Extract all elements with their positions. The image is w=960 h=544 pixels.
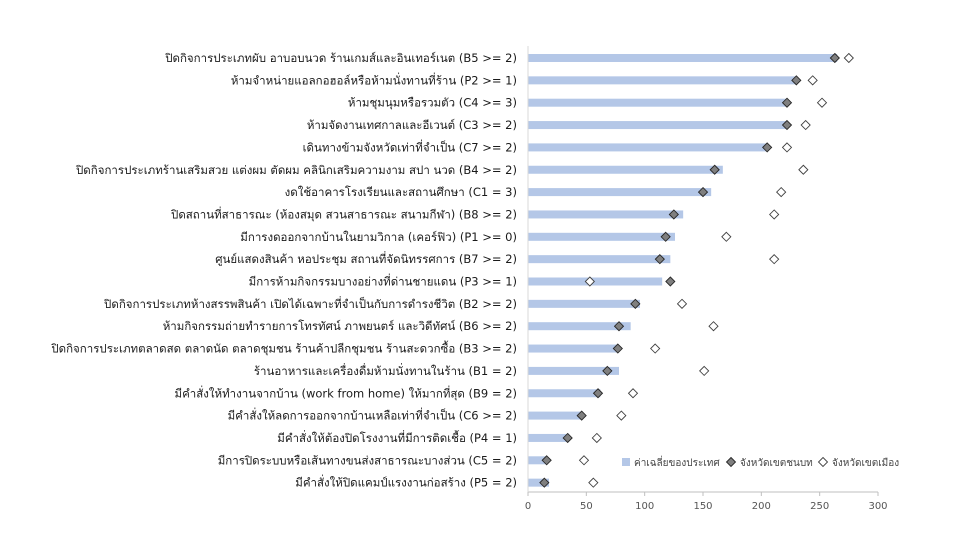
marker-urban [578, 455, 590, 466]
marker-urban [800, 119, 811, 131]
bar-national-average [528, 277, 663, 286]
category-label: มีคำสั่งให้ลดการออกจากบ้านเหลือเท่าที่จำ… [228, 408, 517, 423]
category-label: มีคำสั่งให้ทำงานจากบ้าน (work from home)… [175, 385, 517, 400]
marker-urban [708, 321, 719, 332]
marker-rural [630, 298, 641, 309]
marker-urban [721, 231, 732, 242]
category-label: งดใช้อาคารโรงเรียนและสถานศึกษา (C1 = 3) [285, 185, 517, 199]
bar-national-average [528, 232, 675, 241]
marker-rural [576, 410, 587, 421]
marker-urban [843, 52, 854, 64]
marker-rural [613, 321, 625, 332]
marker-urban [816, 97, 828, 108]
bar-national-average [528, 389, 601, 398]
bar-national-average [528, 411, 583, 420]
category-label: ห้ามจัดงานเทศกาลและอีเวนต์ (C3 >= 2) [307, 118, 517, 132]
marker-urban [807, 75, 818, 86]
marker-urban [588, 477, 599, 488]
bar-national-average [528, 143, 768, 152]
category-label: ปิดกิจการประเภทตลาดสด ตลาดนัด ตลาดชุมชน … [51, 341, 517, 356]
category-label: ร้านอาหารและเครื่องดื่มห้ามนั่งทานในร้าน… [254, 363, 517, 378]
category-label: มีคำสั่งให้ปิดแคมป์แรงงานก่อสร้าง (P5 = … [295, 475, 517, 490]
marker-rural [781, 119, 793, 131]
marker-urban [676, 298, 688, 309]
marker-urban [781, 142, 793, 153]
marker-urban [616, 410, 627, 421]
bar-national-average [528, 366, 619, 375]
bar-national-average [528, 478, 549, 487]
legend-swatch-urban [817, 456, 829, 468]
category-label: เดินทางข้ามจังหวัดเท่าที่จำเป็น (C7 >= 2… [303, 139, 517, 154]
marker-urban [769, 254, 780, 265]
marker-urban [798, 164, 809, 175]
bar-national-average [528, 121, 787, 130]
marker-rural [539, 477, 550, 488]
category-label: มีคำสั่งให้ต้องปิดโรงงานที่มีการติดเชื้อ… [277, 430, 517, 445]
category-label: มีการห้ามกิจกรรมบางอย่างที่ด่านชายแดน (P… [249, 274, 517, 289]
marker-rural [592, 388, 604, 399]
bar-national-average [528, 98, 787, 107]
bar-national-average [528, 255, 671, 264]
marker-urban [699, 365, 710, 377]
marker-rural [781, 97, 793, 108]
marker-rural [665, 276, 676, 287]
legend-swatch-rural [725, 456, 737, 468]
marker-rural [829, 52, 840, 64]
marker-rural [762, 142, 773, 153]
x-tick-label: 100 [635, 501, 654, 512]
marker-urban [650, 343, 661, 354]
bar-national-average [528, 210, 684, 219]
marker-rural [668, 209, 679, 220]
bar-national-average [528, 188, 712, 197]
category-label: ศูนย์แสดงสินค้า หอประชุม สถานที่จัดนิทรร… [215, 251, 517, 266]
x-tick-label: 200 [752, 501, 771, 512]
legend-label-national-average: ค่าเฉลี่ยของประเทศ [634, 455, 720, 469]
marker-rural [612, 343, 623, 354]
marker-rural [697, 186, 709, 198]
category-label: มีการปิดระบบหรือเส้นทางขนส่งสาธารณะบางส่… [218, 453, 517, 467]
x-tick-label: 300 [868, 501, 887, 512]
legend-label-rural: จังหวัดเขตชนบท [740, 458, 813, 469]
category-label: ปิดสถานที่สาธารณะ (ห้องสมุด สวนสาธารณะ ส… [170, 206, 517, 221]
bar-national-average [528, 456, 547, 465]
bar-national-average [528, 322, 631, 331]
category-label: ห้ามจำหน่ายแอลกอฮอล์หรือห้ามนั่งทานที่ร้… [231, 72, 517, 87]
category-label: ปิดกิจการประเภทผับ อาบอบนวด ร้านเกมส์และ… [164, 51, 517, 65]
legend-label-urban: จังหวัดเขตเมือง [832, 457, 899, 469]
marker-urban [584, 276, 595, 287]
marker-rural [541, 455, 552, 466]
marker-rural [791, 75, 802, 86]
marker-rural [562, 432, 573, 444]
marker-urban [627, 388, 639, 399]
category-label: ห้ามกิจกรรมถ่ายทำรายการโทรทัศน์ ภาพยนตร์… [163, 319, 517, 333]
category-label: ปิดกิจการประเภทห้างสรรพสินค้า เปิดได้เฉพ… [103, 296, 517, 311]
bar-national-average [528, 344, 619, 353]
marker-urban [769, 209, 780, 220]
bar-national-average [528, 165, 723, 174]
bar-national-average [528, 54, 838, 62]
x-tick-label: 250 [810, 501, 829, 512]
category-label: มีการงดออกจากบ้านในยามวิกาล (เคอร์ฟิว) (… [240, 230, 517, 244]
x-tick-label: 50 [580, 501, 593, 512]
marker-rural [660, 231, 671, 242]
category-label: ห้ามชุมนุมหรือรวมตัว (C4 >= 3) [348, 96, 517, 110]
legend-swatch-national-average [622, 458, 630, 466]
bar-national-average [528, 299, 640, 308]
x-tick-label: 0 [525, 501, 531, 512]
marker-rural [654, 254, 665, 265]
bar-national-average [528, 433, 569, 442]
bar-national-average [528, 76, 797, 85]
marker-urban [776, 186, 787, 198]
x-tick-label: 150 [693, 501, 712, 512]
marker-rural [602, 365, 613, 377]
marker-urban [591, 432, 602, 444]
marker-rural [709, 164, 720, 175]
category-label: ปิดกิจการประเภทร้านเสริมสวย แต่งผม ตัดผม… [75, 163, 517, 177]
